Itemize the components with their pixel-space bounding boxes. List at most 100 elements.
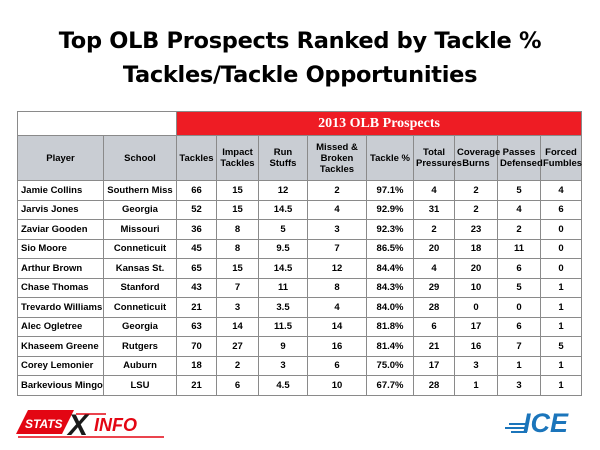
table-row: Alec Ogletree Georgia 63 14 11.5 14 81.8% 6 17 6 1 bbox=[17, 316, 583, 337]
cell-player: Chase Thomas bbox=[17, 277, 104, 298]
cell-tackles: 21 bbox=[176, 297, 217, 318]
cell-missed-broken-tackles: 10 bbox=[307, 375, 367, 396]
cell-tackle-pct: 92.3% bbox=[366, 219, 414, 240]
cell-tackle-pct: 92.9% bbox=[366, 199, 414, 220]
cell-total-pressures: 31 bbox=[413, 199, 455, 220]
cell-forced-fumbles: 4 bbox=[539, 180, 583, 201]
cell-passes-defensed: 6 bbox=[497, 258, 541, 279]
cell-run-stuffs: 9 bbox=[258, 336, 308, 357]
cell-player: Alec Ogletree bbox=[17, 316, 104, 337]
cell-player: Barkevious Mingo bbox=[17, 375, 104, 396]
cell-school: Conneticuit bbox=[103, 297, 177, 318]
cell-tackles: 21 bbox=[176, 375, 217, 396]
cell-run-stuffs: 14.5 bbox=[258, 258, 308, 279]
ice-logo: ICE bbox=[505, 408, 569, 438]
cell-impact-tackles: 15 bbox=[216, 258, 259, 279]
header-tackle-pct: Tackle % bbox=[366, 135, 414, 181]
cell-player: Trevardo Williams bbox=[17, 297, 104, 318]
cell-coverage-burns: 16 bbox=[454, 336, 498, 357]
cell-total-pressures: 6 bbox=[413, 316, 455, 337]
cell-tackles: 45 bbox=[176, 238, 217, 259]
cell-school: Southern Miss bbox=[103, 180, 177, 201]
logo-x-text: X bbox=[66, 409, 90, 438]
cell-impact-tackles: 15 bbox=[216, 199, 259, 220]
cell-tackle-pct: 81.4% bbox=[366, 336, 414, 357]
cell-passes-defensed: 7 bbox=[497, 336, 541, 357]
cell-tackles: 52 bbox=[176, 199, 217, 220]
table-row: Chase Thomas Stanford 43 7 11 8 84.3% 29 10 5 1 bbox=[17, 277, 583, 298]
cell-forced-fumbles: 1 bbox=[539, 277, 583, 298]
cell-impact-tackles: 7 bbox=[216, 277, 259, 298]
cell-total-pressures: 21 bbox=[413, 336, 455, 357]
cell-school: Stanford bbox=[103, 277, 177, 298]
cell-player: Khaseem Greene bbox=[17, 336, 104, 357]
chart-title: Top OLB Prospects Ranked by Tackle % bbox=[58, 28, 542, 54]
table-row: Barkevious Mingo LSU 21 6 4.5 10 67.7% 28 1 3 1 bbox=[17, 375, 583, 396]
cell-tackles: 66 bbox=[176, 180, 217, 201]
table-row: Zaviar Gooden Missouri 36 8 5 3 92.3% 2 23 2 0 bbox=[17, 219, 583, 240]
cell-passes-defensed: 5 bbox=[497, 277, 541, 298]
cell-missed-broken-tackles: 16 bbox=[307, 336, 367, 357]
cell-forced-fumbles: 1 bbox=[539, 297, 583, 318]
cell-missed-broken-tackles: 3 bbox=[307, 219, 367, 240]
table-row: Trevardo Williams Conneticuit 21 3 3.5 4 84.0%… bbox=[17, 297, 583, 318]
cell-forced-fumbles: 1 bbox=[539, 316, 583, 337]
table-header-row: Player School Tackles Impact Tackles Run Stu… bbox=[17, 135, 582, 181]
table-row: Corey Lemonier Auburn 18 2 3 6 75.0% 17 3 1 1 bbox=[17, 355, 583, 376]
cell-school: Missouri bbox=[103, 219, 177, 240]
cell-run-stuffs: 11 bbox=[258, 277, 308, 298]
cell-impact-tackles: 2 bbox=[216, 355, 259, 376]
logo-ice-text: ICE bbox=[523, 408, 569, 438]
cell-total-pressures: 20 bbox=[413, 238, 455, 259]
cell-missed-broken-tackles: 8 bbox=[307, 277, 367, 298]
cell-passes-defensed: 4 bbox=[497, 199, 541, 220]
cell-forced-fumbles: 1 bbox=[539, 375, 583, 396]
header-impact-tackles: Impact Tackles bbox=[216, 135, 259, 181]
cell-tackles: 18 bbox=[176, 355, 217, 376]
cell-player: Jarvis Jones bbox=[17, 199, 104, 220]
cell-total-pressures: 28 bbox=[413, 297, 455, 318]
header-player: Player bbox=[17, 135, 104, 181]
cell-player: Jamie Collins bbox=[17, 180, 104, 201]
cell-total-pressures: 28 bbox=[413, 375, 455, 396]
cell-tackles: 65 bbox=[176, 258, 217, 279]
cell-total-pressures: 4 bbox=[413, 180, 455, 201]
table-row: Sio Moore Conneticuit 45 8 9.5 7 86.5% 20 18 11 0 bbox=[17, 238, 583, 259]
cell-passes-defensed: 0 bbox=[497, 297, 541, 318]
cell-missed-broken-tackles: 2 bbox=[307, 180, 367, 201]
cell-missed-broken-tackles: 4 bbox=[307, 297, 367, 318]
cell-run-stuffs: 9.5 bbox=[258, 238, 308, 259]
cell-tackle-pct: 75.0% bbox=[366, 355, 414, 376]
cell-impact-tackles: 6 bbox=[216, 375, 259, 396]
cell-run-stuffs: 3.5 bbox=[258, 297, 308, 318]
cell-forced-fumbles: 6 bbox=[539, 199, 583, 220]
cell-total-pressures: 2 bbox=[413, 219, 455, 240]
header-total-pressures: Total Pressures bbox=[413, 135, 462, 181]
header-missed-broken-tackles: Missed & Broken Tackles bbox=[307, 135, 367, 181]
cell-coverage-burns: 23 bbox=[454, 219, 498, 240]
cell-school: Rutgers bbox=[103, 336, 177, 357]
cell-total-pressures: 17 bbox=[413, 355, 455, 376]
cell-player: Arthur Brown bbox=[17, 258, 104, 279]
cell-coverage-burns: 0 bbox=[454, 297, 498, 318]
table-row: Jarvis Jones Georgia 52 15 14.5 4 92.9% 31 2 4 6 bbox=[17, 199, 583, 220]
cell-impact-tackles: 27 bbox=[216, 336, 259, 357]
cell-impact-tackles: 3 bbox=[216, 297, 259, 318]
cell-forced-fumbles: 0 bbox=[539, 238, 583, 259]
cell-player: Zaviar Gooden bbox=[17, 219, 104, 240]
cell-tackle-pct: 84.3% bbox=[366, 277, 414, 298]
cell-tackles: 43 bbox=[176, 277, 217, 298]
cell-tackle-pct: 97.1% bbox=[366, 180, 414, 201]
chart-subtitle: Tackles/Tackle Opportunities bbox=[122, 62, 478, 88]
cell-run-stuffs: 4.5 bbox=[258, 375, 308, 396]
table-row: Arthur Brown Kansas St. 65 15 14.5 12 84.4% 4 20… bbox=[17, 258, 583, 279]
header-school: School bbox=[103, 135, 177, 181]
cell-player: Sio Moore bbox=[17, 238, 104, 259]
cell-tackle-pct: 86.5% bbox=[366, 238, 414, 259]
cell-coverage-burns: 10 bbox=[454, 277, 498, 298]
cell-passes-defensed: 6 bbox=[497, 316, 541, 337]
stats-x-info-logo: STATS X INFO bbox=[16, 409, 164, 438]
cell-coverage-burns: 3 bbox=[454, 355, 498, 376]
header-forced-fumbles: Forced Fumbles bbox=[539, 135, 582, 181]
cell-forced-fumbles: 1 bbox=[539, 355, 583, 376]
